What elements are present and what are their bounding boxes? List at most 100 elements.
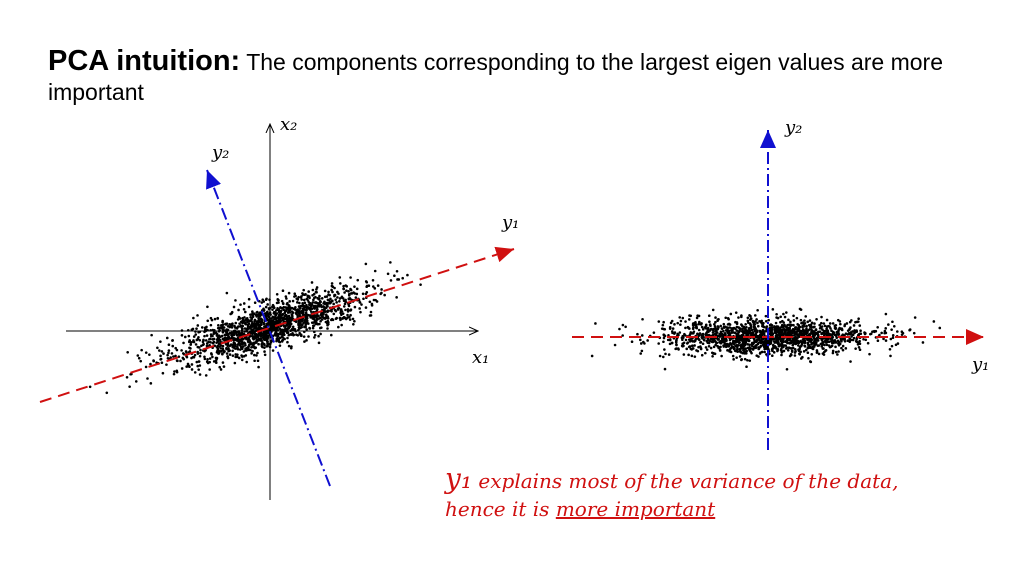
point xyxy=(673,331,677,334)
point xyxy=(349,313,352,317)
point xyxy=(789,320,792,324)
point xyxy=(275,337,279,340)
point xyxy=(639,342,643,345)
point xyxy=(171,344,175,348)
point xyxy=(275,339,278,343)
point xyxy=(727,322,731,326)
point xyxy=(298,307,302,310)
point xyxy=(719,324,723,328)
point xyxy=(732,358,735,361)
point xyxy=(758,320,761,323)
point xyxy=(750,328,754,332)
point xyxy=(726,349,729,352)
point xyxy=(290,313,294,316)
point xyxy=(837,330,840,334)
point xyxy=(266,303,269,306)
point xyxy=(317,314,320,318)
point xyxy=(787,328,790,332)
point xyxy=(255,354,258,357)
point xyxy=(209,352,213,355)
point xyxy=(932,320,936,323)
point xyxy=(792,323,795,327)
point xyxy=(265,332,269,335)
point xyxy=(309,301,312,305)
point xyxy=(809,360,813,364)
point xyxy=(739,327,742,330)
point xyxy=(771,348,774,352)
point xyxy=(828,322,832,325)
point xyxy=(291,325,295,329)
point xyxy=(231,345,235,349)
point xyxy=(332,312,336,316)
point xyxy=(639,338,642,342)
point xyxy=(346,313,349,317)
point xyxy=(308,327,312,330)
point xyxy=(711,308,715,312)
point xyxy=(681,335,685,338)
point xyxy=(173,370,176,373)
point xyxy=(792,314,795,318)
point xyxy=(816,339,820,342)
point xyxy=(773,344,777,348)
point xyxy=(226,333,229,337)
point xyxy=(639,352,643,355)
point xyxy=(630,340,634,344)
point xyxy=(769,337,773,341)
point xyxy=(771,354,774,357)
point xyxy=(762,344,765,348)
point xyxy=(660,327,664,330)
point xyxy=(826,332,830,336)
point xyxy=(359,310,362,314)
point xyxy=(216,349,220,352)
point xyxy=(233,361,237,365)
point xyxy=(697,334,701,338)
point xyxy=(838,320,842,323)
point xyxy=(202,338,205,342)
point xyxy=(203,357,207,361)
point xyxy=(149,382,153,385)
point xyxy=(803,341,807,344)
point xyxy=(349,276,352,279)
point xyxy=(304,308,308,312)
point xyxy=(825,325,829,328)
point xyxy=(798,332,801,336)
point xyxy=(748,359,752,362)
point xyxy=(210,318,214,322)
point xyxy=(333,286,336,290)
point xyxy=(250,352,253,355)
point xyxy=(336,307,340,310)
point xyxy=(742,348,745,352)
point xyxy=(850,319,853,322)
point xyxy=(708,329,712,332)
point xyxy=(330,284,334,288)
point xyxy=(825,340,829,344)
point xyxy=(711,328,715,331)
point xyxy=(335,316,338,320)
point xyxy=(148,353,151,356)
point xyxy=(857,317,860,321)
point xyxy=(338,276,342,279)
point xyxy=(869,332,873,336)
point xyxy=(240,347,244,350)
point xyxy=(281,339,284,343)
point xyxy=(221,361,225,364)
point xyxy=(319,300,322,304)
point xyxy=(237,356,241,360)
point xyxy=(307,335,310,338)
point xyxy=(871,330,874,333)
point xyxy=(204,339,208,342)
point xyxy=(801,355,804,359)
point xyxy=(242,302,246,305)
point xyxy=(262,335,265,338)
point xyxy=(276,298,280,302)
point xyxy=(853,329,856,332)
point xyxy=(845,322,849,325)
point xyxy=(704,346,708,349)
title: PCA intuition: The components correspond… xyxy=(48,46,968,107)
point xyxy=(820,338,824,342)
point xyxy=(307,290,310,293)
point xyxy=(304,323,308,327)
point xyxy=(234,321,238,325)
point xyxy=(319,313,323,317)
point xyxy=(657,342,660,345)
